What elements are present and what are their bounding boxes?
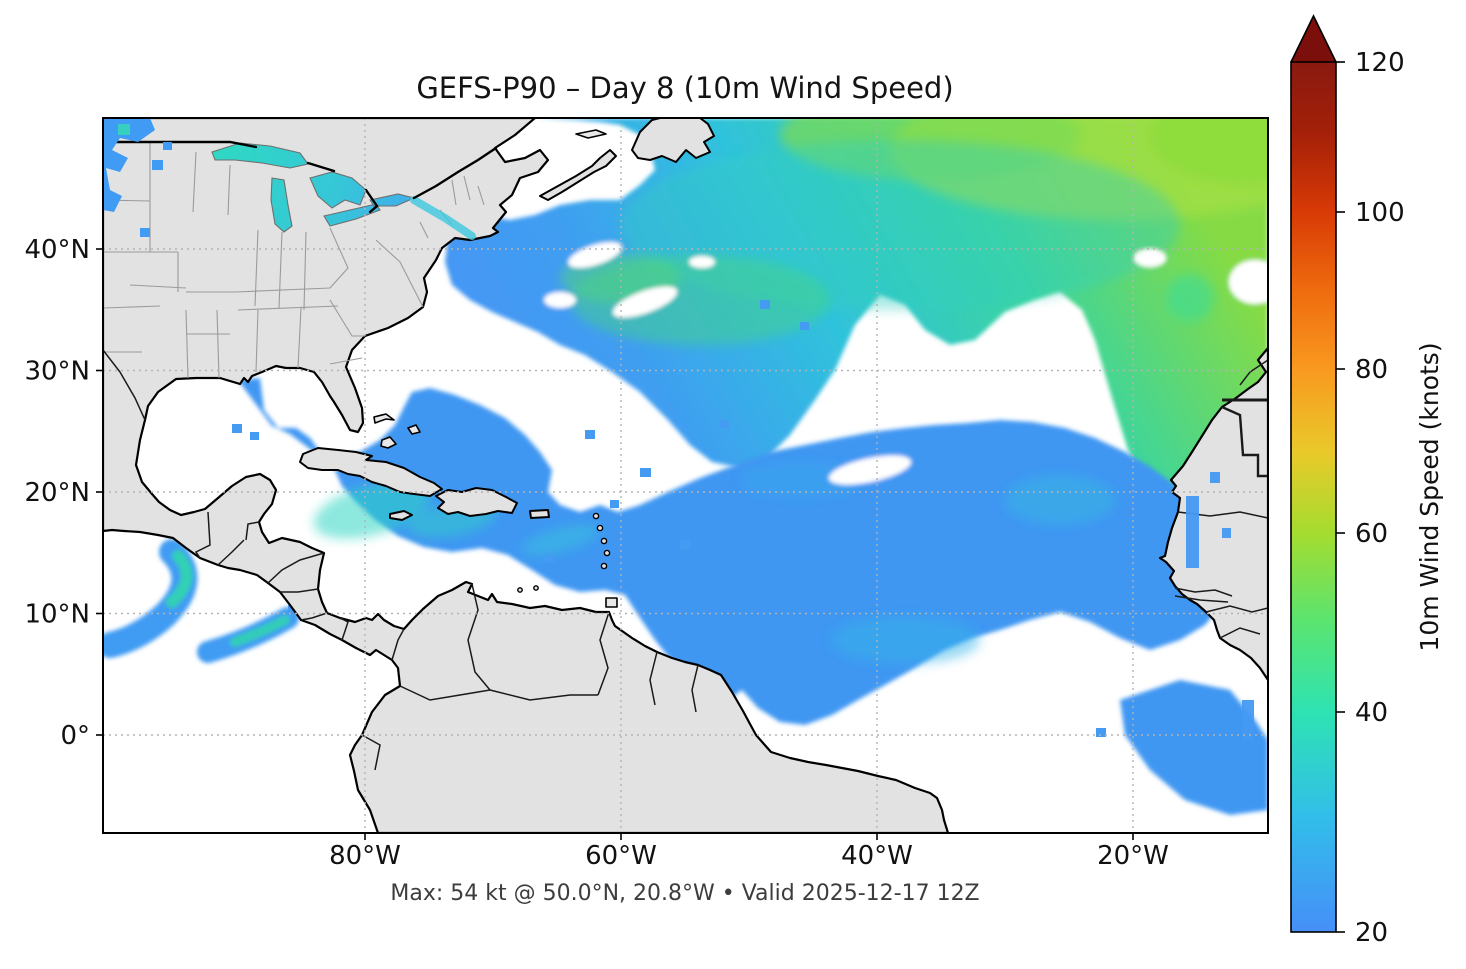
caption-max-valid: Max: 54 kt @ 50.0°N, 20.8°W • Valid 2025… xyxy=(390,881,979,906)
y-tick-10n: 10°N xyxy=(24,600,90,630)
cb-tick-100: 100 xyxy=(1355,198,1405,228)
cb-tick-40: 40 xyxy=(1355,698,1388,728)
islands-lesser-antilles xyxy=(517,512,611,593)
y-tick-20n: 20°N xyxy=(24,478,90,508)
colorbar-gradient-bar xyxy=(1291,62,1336,932)
island-puerto-rico xyxy=(529,509,550,519)
islands-bahamas xyxy=(373,413,421,449)
gridlines xyxy=(103,118,1268,833)
wind-region-north-atlantic xyxy=(445,118,1268,515)
x-tick-20w: 20°W xyxy=(1097,841,1169,871)
colorbar-tick-labels: 120 100 80 60 40 20 xyxy=(1355,48,1405,948)
wind-region-pacific-gap-jets xyxy=(103,539,299,663)
us-state-borders xyxy=(103,142,485,379)
wind-speckle-teal xyxy=(118,124,130,135)
cb-tick-20: 20 xyxy=(1355,918,1388,948)
us-canada-border xyxy=(103,140,498,214)
colorbar-axis-label: 10m Wind Speed (knots) xyxy=(1415,342,1444,651)
island-trinidad xyxy=(605,597,618,608)
cb-tick-60: 60 xyxy=(1355,519,1388,549)
cb-tick-120: 120 xyxy=(1355,48,1405,78)
cb-tick-80: 80 xyxy=(1355,355,1388,385)
island-jamaica xyxy=(389,510,413,521)
map-plot-area xyxy=(103,118,1268,833)
y-tick-0: 0° xyxy=(60,721,90,751)
colorbar-tick-marks xyxy=(1336,61,1345,933)
wind-speckles-canada xyxy=(103,118,172,237)
y-tick-30n: 30°N xyxy=(24,357,90,387)
x-tick-80w: 80°W xyxy=(329,841,401,871)
y-axis: 40°N 30°N 20°N 10°N 0° xyxy=(24,235,103,751)
plot-title: GEFS-P90 – Day 8 (10m Wind Speed) xyxy=(416,71,953,105)
country-borders xyxy=(103,349,1268,771)
island-nova-scotia xyxy=(539,149,617,201)
x-tick-40w: 40°W xyxy=(841,841,913,871)
wind-region-tropical-atlantic xyxy=(238,378,1232,725)
great-lakes xyxy=(211,142,476,240)
wind-speckles-africa xyxy=(1186,472,1254,740)
x-tick-60w: 60°W xyxy=(585,841,657,871)
island-cuba xyxy=(299,447,443,497)
islands xyxy=(299,118,715,608)
wind-region-guinea-coast xyxy=(1120,680,1268,815)
colorbar-extend-arrow xyxy=(1291,16,1336,62)
landmass-americas xyxy=(103,118,950,833)
y-tick-40n: 40°N xyxy=(24,235,90,265)
island-hispaniola xyxy=(435,487,518,517)
x-axis: 80°W 60°W 40°W 20°W xyxy=(329,833,1169,871)
plot-frame xyxy=(102,117,1269,834)
island-anticosti xyxy=(575,129,607,139)
colorbar-arrow-outline xyxy=(1290,14,1337,63)
colorbar: 120 100 80 60 40 20 10m Wind Speed (knot… xyxy=(1290,14,1444,948)
colorbar-frame xyxy=(1290,61,1337,933)
